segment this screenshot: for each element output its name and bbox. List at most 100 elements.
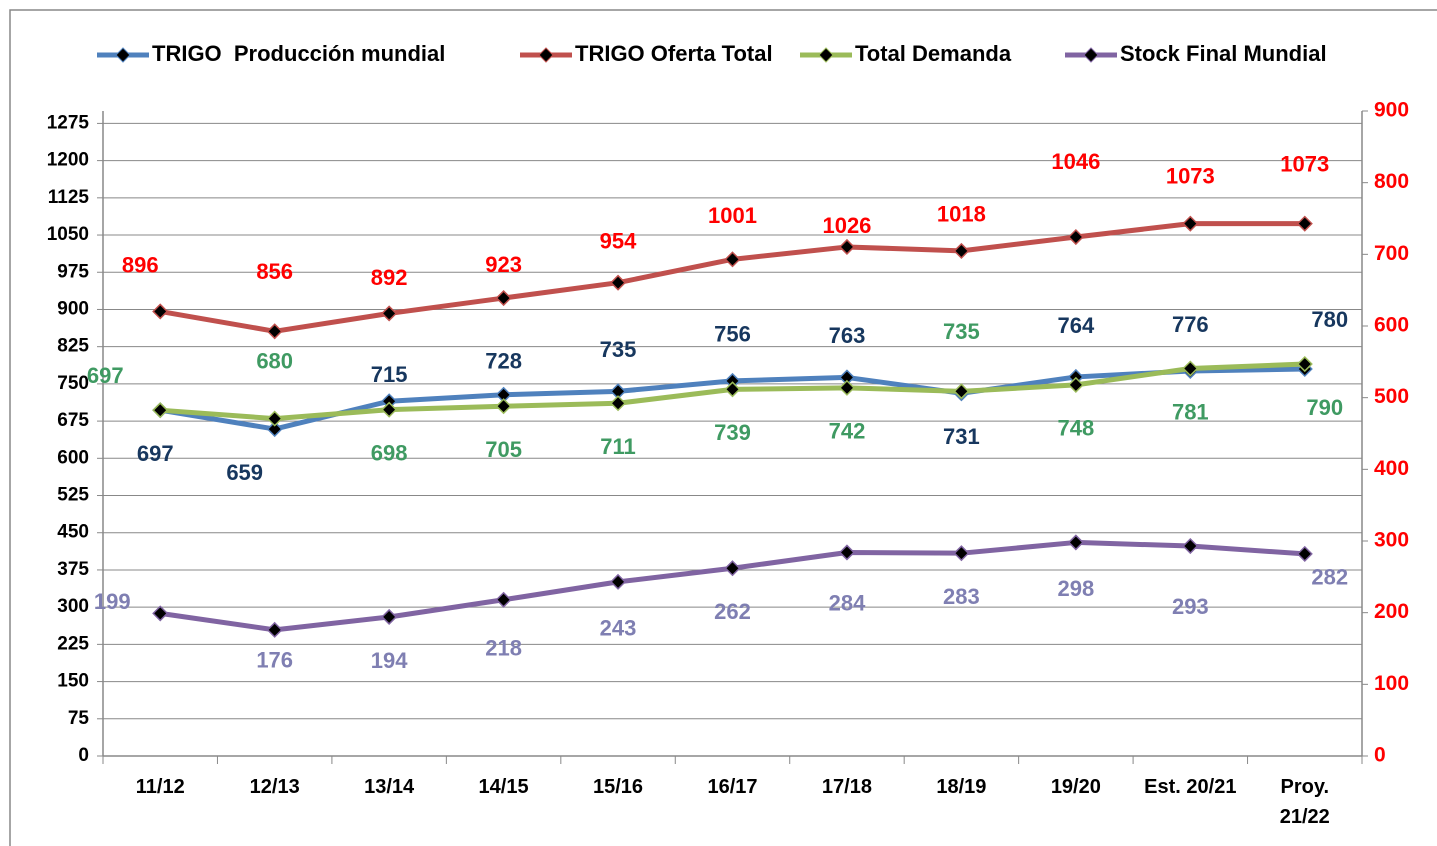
marker xyxy=(1067,534,1084,551)
data-label: 731 xyxy=(943,424,980,449)
marker xyxy=(1296,545,1313,562)
marker xyxy=(1296,215,1313,232)
data-label: 780 xyxy=(1311,307,1348,332)
y2-tick-label: 300 xyxy=(1374,529,1409,552)
y-tick-label: 750 xyxy=(57,373,89,394)
marker xyxy=(152,303,169,320)
data-label: 776 xyxy=(1172,312,1209,337)
data-label: 742 xyxy=(829,419,866,444)
marker xyxy=(953,545,970,562)
marker xyxy=(953,242,970,259)
data-label: 1046 xyxy=(1051,149,1100,174)
data-label: 781 xyxy=(1172,399,1209,424)
marker xyxy=(838,544,856,561)
data-label: 298 xyxy=(1058,576,1095,601)
legend-marker xyxy=(818,47,834,63)
data-label: 1073 xyxy=(1280,151,1329,176)
y-tick-label: 75 xyxy=(68,708,90,729)
y-tick-label: 900 xyxy=(57,298,89,319)
data-label: 698 xyxy=(371,440,408,465)
data-label: 1026 xyxy=(822,213,871,238)
x-tick-label: Est. 20/21 xyxy=(1144,776,1237,798)
marker xyxy=(724,251,741,268)
marker xyxy=(724,381,741,398)
y2-tick-label: 800 xyxy=(1374,170,1409,193)
y2-tick-label: 600 xyxy=(1374,314,1409,337)
data-label: 282 xyxy=(1311,565,1348,590)
data-label: 262 xyxy=(714,599,751,624)
legend-marker xyxy=(115,47,131,63)
y2-tick-label: 100 xyxy=(1374,672,1409,695)
marker xyxy=(495,289,512,307)
marker xyxy=(152,402,169,419)
marker xyxy=(266,420,283,438)
legend-label: Stock Final Mundial xyxy=(1120,41,1327,66)
marker xyxy=(609,395,627,412)
y2-tick-label: 400 xyxy=(1374,457,1409,480)
marker xyxy=(381,401,398,418)
data-label: 243 xyxy=(600,616,637,641)
marker xyxy=(266,621,283,638)
x-tick-label: 16/17 xyxy=(707,776,758,798)
y-tick-label: 1275 xyxy=(47,112,90,133)
marker xyxy=(381,305,398,322)
marker xyxy=(266,410,283,427)
y-tick-label: 1050 xyxy=(47,224,89,245)
data-label: 659 xyxy=(226,460,263,485)
data-label: 680 xyxy=(256,348,293,373)
x-tick-label: 18/19 xyxy=(936,776,987,798)
legend-marker xyxy=(538,47,554,63)
data-label: 763 xyxy=(829,323,866,348)
x-tick-label: Proy. 21/22 xyxy=(1279,776,1330,828)
x-tick-label: 19/20 xyxy=(1050,776,1101,798)
data-label: 218 xyxy=(485,636,522,661)
x-tick-label: 17/18 xyxy=(821,776,872,798)
y-tick-label: 150 xyxy=(57,671,89,692)
y2-tick-label: 900 xyxy=(1374,99,1409,122)
data-label: 892 xyxy=(371,265,408,290)
legend-label: Total Demanda xyxy=(855,41,1012,66)
y-tick-label: 525 xyxy=(57,485,89,506)
data-label: 284 xyxy=(829,590,866,615)
marker xyxy=(838,379,856,396)
data-label: 896 xyxy=(122,252,159,277)
y-tick-label: 825 xyxy=(57,336,89,357)
data-label: 715 xyxy=(371,362,408,387)
data-label: 697 xyxy=(137,441,174,466)
marker xyxy=(609,573,627,590)
y-tick-label: 300 xyxy=(57,596,89,617)
marker xyxy=(381,608,398,626)
marker xyxy=(1067,376,1084,393)
data-label: 756 xyxy=(714,322,751,347)
marker xyxy=(1296,355,1313,373)
x-tick-label: 12/13 xyxy=(249,776,300,798)
legend-marker xyxy=(1083,47,1099,63)
x-tick-label: 11/12 xyxy=(135,776,185,798)
data-label: 735 xyxy=(600,337,637,362)
legend-label: TRIGO Oferta Total xyxy=(575,41,773,66)
data-label: 954 xyxy=(600,228,637,253)
data-label: 293 xyxy=(1172,594,1209,619)
y-tick-label: 0 xyxy=(78,745,89,766)
marker xyxy=(1182,215,1199,232)
y-tick-label: 375 xyxy=(57,559,89,580)
marker xyxy=(152,605,169,622)
data-label: 199 xyxy=(94,589,131,614)
data-label: 735 xyxy=(943,319,980,344)
data-label: 176 xyxy=(256,648,293,673)
data-label: 194 xyxy=(371,648,408,673)
x-tick-label: 13/14 xyxy=(364,776,415,798)
chart-frame xyxy=(9,9,1437,846)
marker xyxy=(953,383,970,400)
data-label: 705 xyxy=(485,437,522,462)
y2-tick-label: 700 xyxy=(1374,242,1409,265)
x-tick-label: 14/15 xyxy=(478,776,529,798)
y-tick-label: 450 xyxy=(57,522,89,543)
y2-tick-label: 200 xyxy=(1374,600,1409,623)
y-tick-label: 1200 xyxy=(47,150,89,171)
data-label: 739 xyxy=(714,420,751,445)
marker xyxy=(838,238,856,256)
y-tick-label: 600 xyxy=(57,447,89,468)
marker xyxy=(1182,360,1199,377)
